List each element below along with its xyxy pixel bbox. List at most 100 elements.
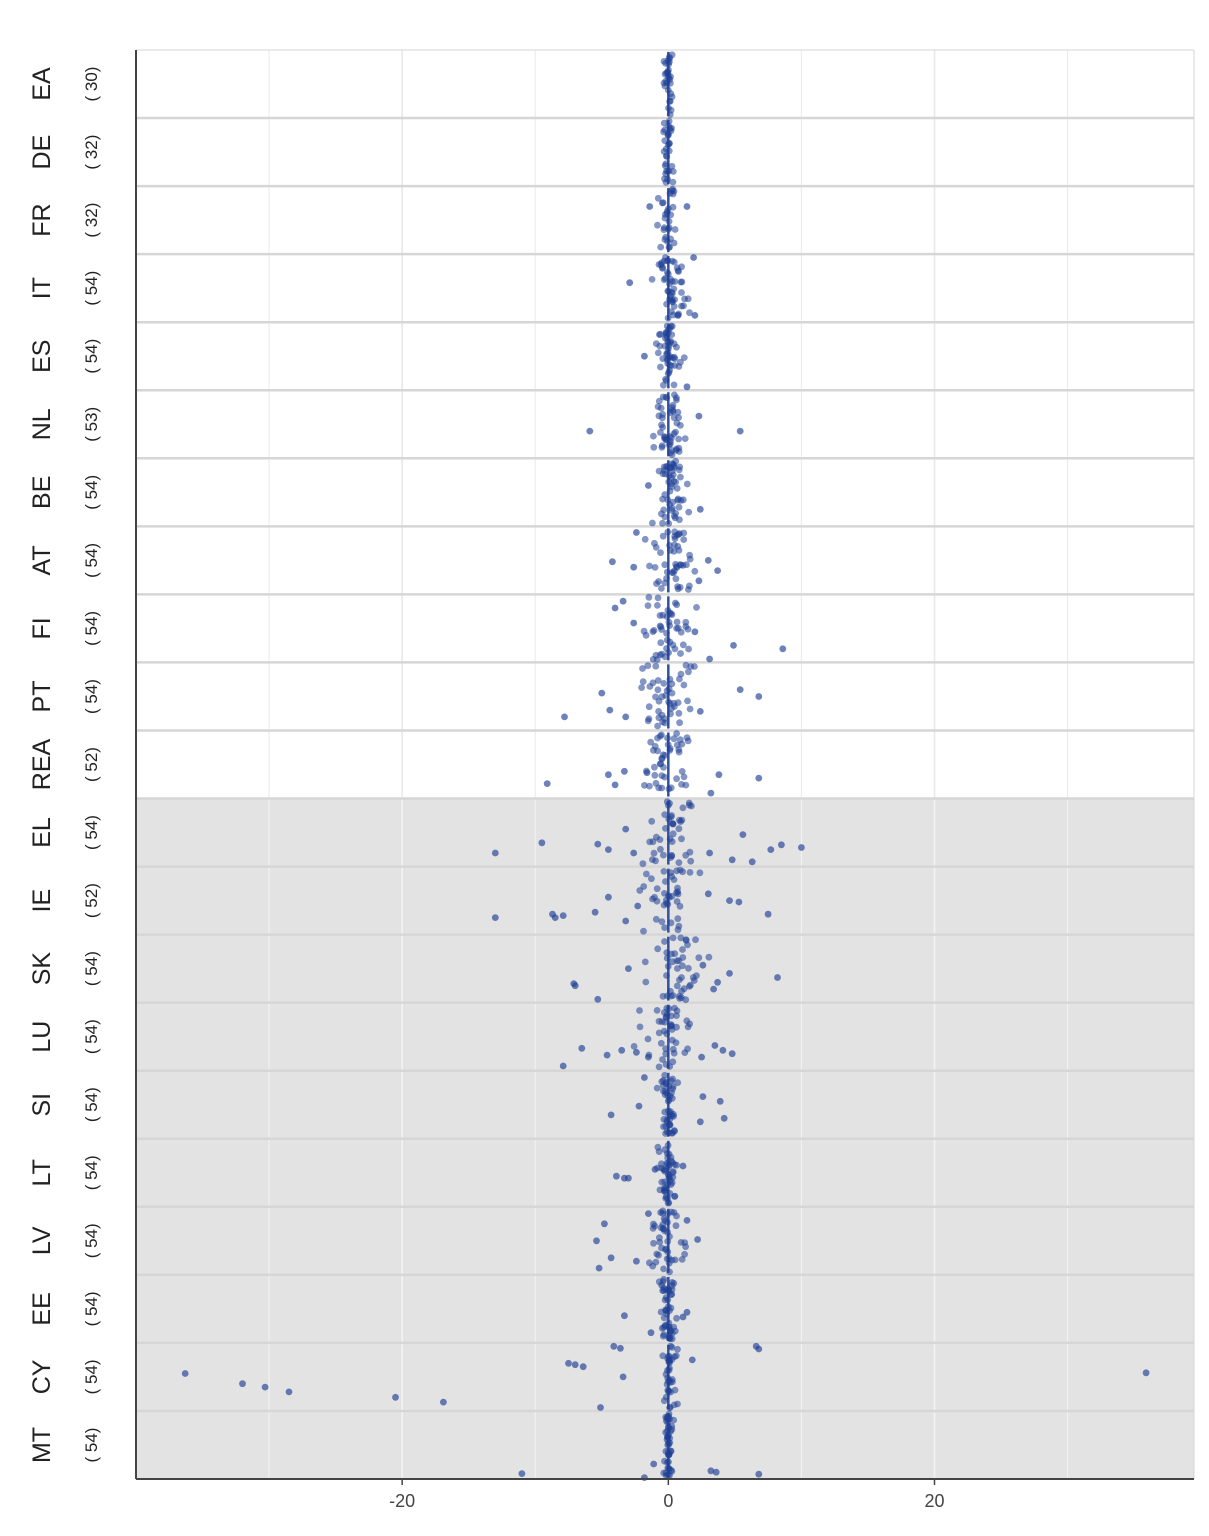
point-fr (654, 221, 661, 229)
point-lt (665, 1150, 673, 1158)
point-at (672, 560, 679, 568)
point-es (641, 352, 648, 360)
point-lu (686, 1020, 694, 1028)
point-pt (639, 678, 647, 685)
point-el (660, 851, 667, 859)
point-fi (652, 651, 660, 659)
point-sk (625, 965, 632, 972)
point-si (699, 1093, 707, 1100)
group-count-de: ( 32) (82, 135, 101, 170)
point-pt (680, 681, 688, 689)
point-be (674, 495, 682, 503)
point-el (649, 856, 656, 863)
point-lu (645, 1053, 652, 1061)
point-rea (673, 730, 680, 737)
point-rea (621, 767, 628, 775)
point-fi (691, 628, 699, 636)
point-cy (617, 1344, 624, 1352)
point-lv (601, 1220, 608, 1228)
point-pt (671, 703, 678, 710)
point-ie (660, 868, 668, 875)
point-be (685, 508, 693, 516)
point-fi (693, 604, 700, 611)
point-lt (668, 1179, 676, 1186)
point-cy (181, 1370, 189, 1377)
point-lv (678, 1256, 686, 1263)
point-lu (633, 1048, 640, 1056)
point-ie (735, 898, 743, 906)
point-lt (671, 1192, 679, 1200)
point-pt (696, 708, 704, 715)
point-si (607, 1111, 615, 1119)
point-lu (667, 1021, 675, 1028)
point-ea (666, 58, 673, 66)
point-nl (667, 449, 674, 457)
point-pt (755, 693, 763, 700)
point-sk (669, 934, 677, 942)
point-el (778, 841, 785, 849)
group-label-rea: REA (28, 738, 56, 790)
point-rea (707, 789, 715, 797)
point-it (690, 254, 697, 261)
point-sk (642, 978, 650, 986)
point-lv (681, 1239, 689, 1246)
point-fi (673, 601, 681, 609)
point-fi (644, 602, 652, 609)
group-label-sk: SK (28, 952, 56, 986)
point-sk (676, 994, 683, 1002)
point-rea (684, 737, 692, 745)
point-sk (673, 957, 681, 965)
point-nl (650, 443, 658, 451)
point-es (657, 363, 664, 371)
point-at (704, 557, 712, 564)
group-label-be: BE (28, 476, 56, 509)
point-sk (570, 980, 578, 987)
point-ee (670, 1279, 678, 1287)
point-ie (652, 915, 660, 923)
axes (135, 50, 1194, 1480)
point-nl (654, 403, 662, 411)
x-tick-label: 0 (663, 1491, 673, 1511)
point-lu (653, 1007, 661, 1014)
point-si (660, 1116, 668, 1123)
point-lu (669, 1058, 677, 1066)
point-at (668, 569, 676, 576)
point-de (663, 153, 671, 160)
point-sk (774, 974, 781, 981)
point-at (646, 562, 653, 570)
point-sk (687, 981, 694, 989)
point-fr (663, 208, 671, 215)
point-ee (659, 1332, 667, 1340)
point-si (641, 1074, 648, 1081)
point-de (669, 168, 677, 175)
point-nl (675, 435, 682, 443)
point-at (659, 532, 667, 540)
point-sk (594, 995, 602, 1003)
point-ee (666, 1329, 674, 1337)
point-lu (669, 1045, 677, 1053)
point-fi (674, 624, 682, 632)
point-fi (630, 619, 638, 627)
point-es (662, 375, 669, 383)
point-cy (440, 1398, 447, 1406)
point-lu (559, 1062, 567, 1070)
point-ie (653, 885, 661, 893)
point-sk (679, 954, 687, 961)
point-nl (655, 397, 663, 405)
group-count-ee: ( 54) (82, 1291, 101, 1326)
point-fi (682, 623, 690, 630)
point-lv (666, 1268, 673, 1276)
point-sk (673, 982, 681, 990)
point-el (639, 860, 647, 868)
point-de (663, 167, 670, 175)
point-si (661, 1071, 669, 1079)
point-cy (565, 1359, 572, 1367)
point-pt (645, 703, 653, 711)
point-rea (715, 771, 723, 779)
point-nl (662, 393, 670, 401)
point-fi (657, 639, 665, 647)
point-rea (660, 764, 667, 771)
point-lt (625, 1174, 632, 1182)
point-lu (673, 1023, 680, 1031)
point-ie (670, 876, 678, 883)
